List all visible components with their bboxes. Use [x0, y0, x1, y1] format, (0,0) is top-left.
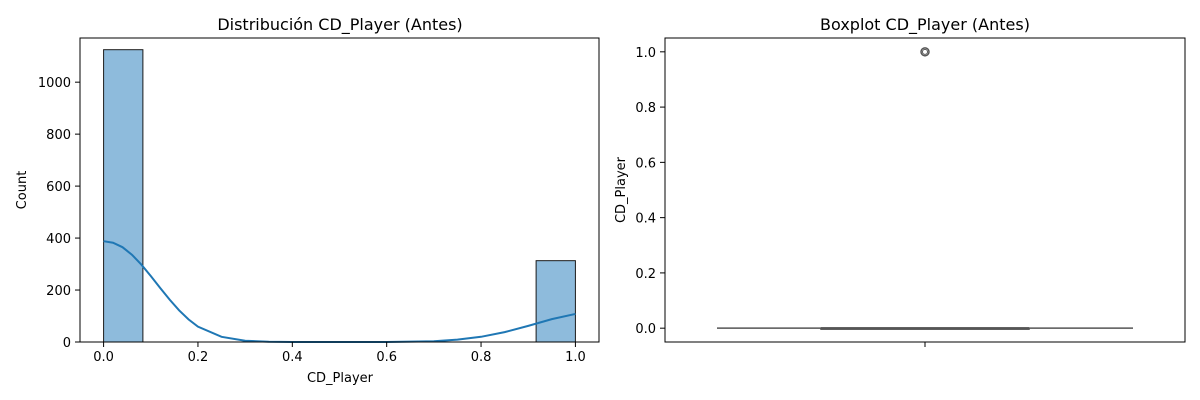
histogram-x-tick-label: 0.8	[471, 350, 492, 365]
histogram-x-tick-label: 0.4	[282, 350, 303, 365]
boxplot-panel: Boxplot CD_Player (Antes) 0.00.20.40.60.…	[614, 15, 1186, 347]
histogram-x-ticks: 0.0 0.2 0.4 0.6 0.8 1.0	[93, 342, 586, 365]
histogram-x-label: CD_Player	[307, 371, 374, 386]
histogram-frame	[79, 37, 600, 343]
histogram-x-tick-label: 0.0	[93, 350, 114, 365]
boxplot-y-ticks: 0.0 0.2 0.4 0.6 0.8 1.0	[635, 46, 665, 337]
histogram-y-label: Count	[15, 171, 30, 210]
boxplot-y-tick-label: 0.6	[635, 156, 656, 171]
boxplot-y-tick-label: 0.8	[635, 101, 656, 116]
histogram-y-tick-label: 600	[46, 180, 71, 195]
histogram-panel: Distribución CD_Player (Antes) 0.0 0.2 0.4…	[15, 15, 600, 386]
histogram-title: Distribución CD_Player (Antes)	[217, 15, 462, 35]
boxplot-y-tick-label: 0.0	[635, 322, 656, 337]
histogram-y-tick-label: 400	[46, 232, 71, 247]
histogram-x-tick-label: 0.2	[188, 350, 209, 365]
boxplot-title: Boxplot CD_Player (Antes)	[820, 15, 1030, 35]
kde-curve	[103, 240, 576, 343]
histogram-y-tick-label: 1000	[38, 76, 71, 91]
boxplot-outlier-inner-0	[922, 48, 928, 55]
histogram-x-tick-label: 0.6	[376, 350, 397, 365]
histogram-y-tick-label: 800	[46, 128, 71, 143]
boxplot-marks	[717, 47, 1133, 330]
boxplot-y-tick-label: 0.2	[635, 267, 656, 282]
boxplot-y-tick-label: 1.0	[635, 46, 656, 61]
boxplot-outlier-0	[920, 47, 930, 57]
histogram-bars	[103, 49, 576, 343]
histogram-x-tick-label: 1.0	[565, 350, 586, 365]
histogram-y-ticks: 0 200 400 600 800 1000	[38, 76, 80, 351]
histogram-bar-1	[535, 260, 576, 343]
histogram-y-tick-label: 200	[46, 284, 71, 299]
boxplot-frame	[664, 37, 1186, 343]
histogram-bar-0	[103, 49, 144, 343]
boxplot-y-tick-label: 0.4	[635, 212, 656, 227]
histogram-y-tick-label: 0	[63, 336, 71, 351]
boxplot-y-label: CD_Player	[614, 156, 629, 223]
